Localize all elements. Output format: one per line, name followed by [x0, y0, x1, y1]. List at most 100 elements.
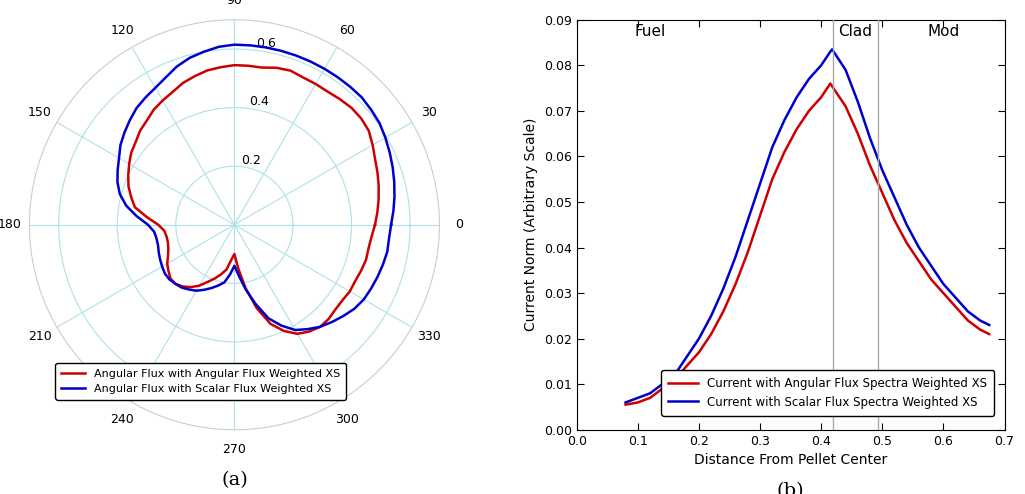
Angular Flux with Angular Flux Weighted XS [329, 306, 341, 312]
Current with Angular Flux Spectra Weighted XS [852, 131, 864, 137]
Current with Angular Flux Spectra Weighted XS [889, 217, 901, 223]
Current with Scalar Flux Spectra Weighted XS [949, 295, 961, 301]
Current with Scalar Flux Spectra Weighted XS [681, 354, 693, 360]
Current with Scalar Flux Spectra Weighted XS [644, 390, 656, 396]
Angular Flux with Scalar Flux Weighted XS [337, 313, 350, 319]
Current with Scalar Flux Spectra Weighted XS [824, 49, 836, 55]
Current with Scalar Flux Spectra Weighted XS [619, 400, 631, 406]
Current with Scalar Flux Spectra Weighted XS [821, 53, 833, 59]
Current with Angular Flux Spectra Weighted XS [864, 163, 876, 168]
Current with Angular Flux Spectra Weighted XS [778, 149, 790, 155]
Current with Scalar Flux Spectra Weighted XS [913, 245, 926, 250]
Current with Scalar Flux Spectra Weighted XS [852, 99, 864, 105]
Current with Angular Flux Spectra Weighted XS [821, 85, 833, 91]
Current with Scalar Flux Spectra Weighted XS [730, 254, 742, 260]
Current with Scalar Flux Spectra Weighted XS [826, 46, 838, 52]
Current with Angular Flux Spectra Weighted XS [913, 258, 926, 264]
Current with Scalar Flux Spectra Weighted XS [705, 313, 718, 319]
Current with Angular Flux Spectra Weighted XS [790, 126, 803, 132]
Angular Flux with Angular Flux Weighted XS [369, 222, 381, 228]
Text: (a): (a) [221, 471, 248, 490]
Current with Angular Flux Spectra Weighted XS [753, 213, 766, 219]
Current with Scalar Flux Spectra Weighted XS [983, 322, 995, 328]
Current with Scalar Flux Spectra Weighted XS [778, 117, 790, 123]
Angular Flux with Angular Flux Weighted XS [350, 278, 362, 284]
Current with Scalar Flux Spectra Weighted XS [889, 195, 901, 201]
Current with Scalar Flux Spectra Weighted XS [693, 336, 705, 342]
Current with Angular Flux Spectra Weighted XS [718, 308, 730, 314]
Current with Angular Flux Spectra Weighted XS [949, 304, 961, 310]
Current with Scalar Flux Spectra Weighted XS [766, 144, 778, 150]
Current with Angular Flux Spectra Weighted XS [983, 331, 995, 337]
Angular Flux with Scalar Flux Weighted XS [356, 94, 368, 100]
Current with Angular Flux Spectra Weighted XS [766, 176, 778, 182]
Current with Angular Flux Spectra Weighted XS [803, 108, 815, 114]
Current with Angular Flux Spectra Weighted XS [937, 290, 949, 296]
Current with Scalar Flux Spectra Weighted XS [790, 94, 803, 100]
Current with Scalar Flux Spectra Weighted XS [839, 67, 852, 73]
Line: Angular Flux with Angular Flux Weighted XS: Angular Flux with Angular Flux Weighted … [128, 65, 378, 334]
Current with Scalar Flux Spectra Weighted XS [656, 381, 668, 387]
Current with Scalar Flux Spectra Weighted XS [925, 263, 937, 269]
Legend: Current with Angular Flux Spectra Weighted XS, Current with Scalar Flux Spectra : Current with Angular Flux Spectra Weight… [661, 370, 994, 415]
Line: Current with Angular Flux Spectra Weighted XS: Current with Angular Flux Spectra Weight… [625, 83, 989, 405]
Current with Scalar Flux Spectra Weighted XS [961, 308, 974, 314]
Current with Scalar Flux Spectra Weighted XS [937, 281, 949, 287]
Current with Scalar Flux Spectra Weighted XS [901, 222, 913, 228]
Current with Scalar Flux Spectra Weighted XS [742, 217, 754, 223]
Current with Angular Flux Spectra Weighted XS [876, 190, 889, 196]
Current with Angular Flux Spectra Weighted XS [827, 85, 839, 91]
Current with Scalar Flux Spectra Weighted XS [718, 286, 730, 291]
Current with Angular Flux Spectra Weighted XS [631, 400, 644, 406]
Current with Angular Flux Spectra Weighted XS [681, 363, 693, 369]
Current with Scalar Flux Spectra Weighted XS [876, 167, 889, 173]
Current with Scalar Flux Spectra Weighted XS [864, 135, 876, 141]
Current with Angular Flux Spectra Weighted XS [961, 318, 974, 324]
Current with Scalar Flux Spectra Weighted XS [815, 62, 827, 68]
Angular Flux with Scalar Flux Weighted XS [385, 222, 398, 228]
Angular Flux with Angular Flux Weighted XS [369, 222, 381, 228]
Current with Angular Flux Spectra Weighted XS [815, 94, 827, 100]
Text: (b): (b) [777, 483, 805, 494]
Current with Angular Flux Spectra Weighted XS [619, 402, 631, 408]
Angular Flux with Angular Flux Weighted XS [148, 107, 160, 113]
Current with Angular Flux Spectra Weighted XS [705, 331, 718, 337]
Text: Mod: Mod [928, 24, 959, 40]
Angular Flux with Angular Flux Weighted XS [314, 324, 326, 330]
Current with Angular Flux Spectra Weighted XS [830, 90, 843, 96]
Angular Flux with Scalar Flux Weighted XS [385, 222, 398, 228]
Angular Flux with Scalar Flux Weighted XS [229, 263, 241, 269]
Current with Angular Flux Spectra Weighted XS [901, 240, 913, 246]
Current with Angular Flux Spectra Weighted XS [824, 81, 836, 86]
Current with Scalar Flux Spectra Weighted XS [668, 372, 681, 378]
Current with Angular Flux Spectra Weighted XS [656, 386, 668, 392]
Angular Flux with Scalar Flux Weighted XS [244, 42, 256, 48]
Current with Angular Flux Spectra Weighted XS [974, 327, 986, 332]
Angular Flux with Angular Flux Weighted XS [158, 228, 170, 234]
Current with Angular Flux Spectra Weighted XS [925, 277, 937, 283]
Current with Angular Flux Spectra Weighted XS [693, 349, 705, 355]
Angular Flux with Scalar Flux Weighted XS [148, 229, 160, 235]
Angular Flux with Scalar Flux Weighted XS [314, 324, 326, 330]
Text: Clad: Clad [838, 24, 872, 40]
Current with Scalar Flux Spectra Weighted XS [631, 395, 644, 401]
Current with Scalar Flux Spectra Weighted XS [974, 318, 986, 324]
Current with Angular Flux Spectra Weighted XS [668, 377, 681, 383]
Legend: Angular Flux with Angular Flux Weighted XS, Angular Flux with Scalar Flux Weight: Angular Flux with Angular Flux Weighted … [55, 363, 346, 400]
Angular Flux with Angular Flux Weighted XS [229, 251, 241, 257]
Line: Current with Scalar Flux Spectra Weighted XS: Current with Scalar Flux Spectra Weighte… [625, 49, 989, 403]
Current with Angular Flux Spectra Weighted XS [742, 249, 754, 255]
Angular Flux with Scalar Flux Weighted XS [139, 95, 152, 101]
Angular Flux with Scalar Flux Weighted XS [365, 286, 377, 291]
Current with Scalar Flux Spectra Weighted XS [753, 181, 766, 187]
Current with Angular Flux Spectra Weighted XS [730, 281, 742, 287]
Current with Scalar Flux Spectra Weighted XS [803, 76, 815, 82]
Y-axis label: Current Norm (Arbitrary Scale): Current Norm (Arbitrary Scale) [524, 118, 538, 331]
Angular Flux with Angular Flux Weighted XS [355, 116, 367, 122]
Current with Angular Flux Spectra Weighted XS [644, 395, 656, 401]
Current with Angular Flux Spectra Weighted XS [839, 103, 852, 109]
Text: Fuel: Fuel [634, 24, 665, 40]
X-axis label: Distance From Pellet Center: Distance From Pellet Center [694, 453, 888, 467]
Line: Angular Flux with Scalar Flux Weighted XS: Angular Flux with Scalar Flux Weighted X… [118, 44, 395, 330]
Angular Flux with Angular Flux Weighted XS [242, 63, 254, 69]
